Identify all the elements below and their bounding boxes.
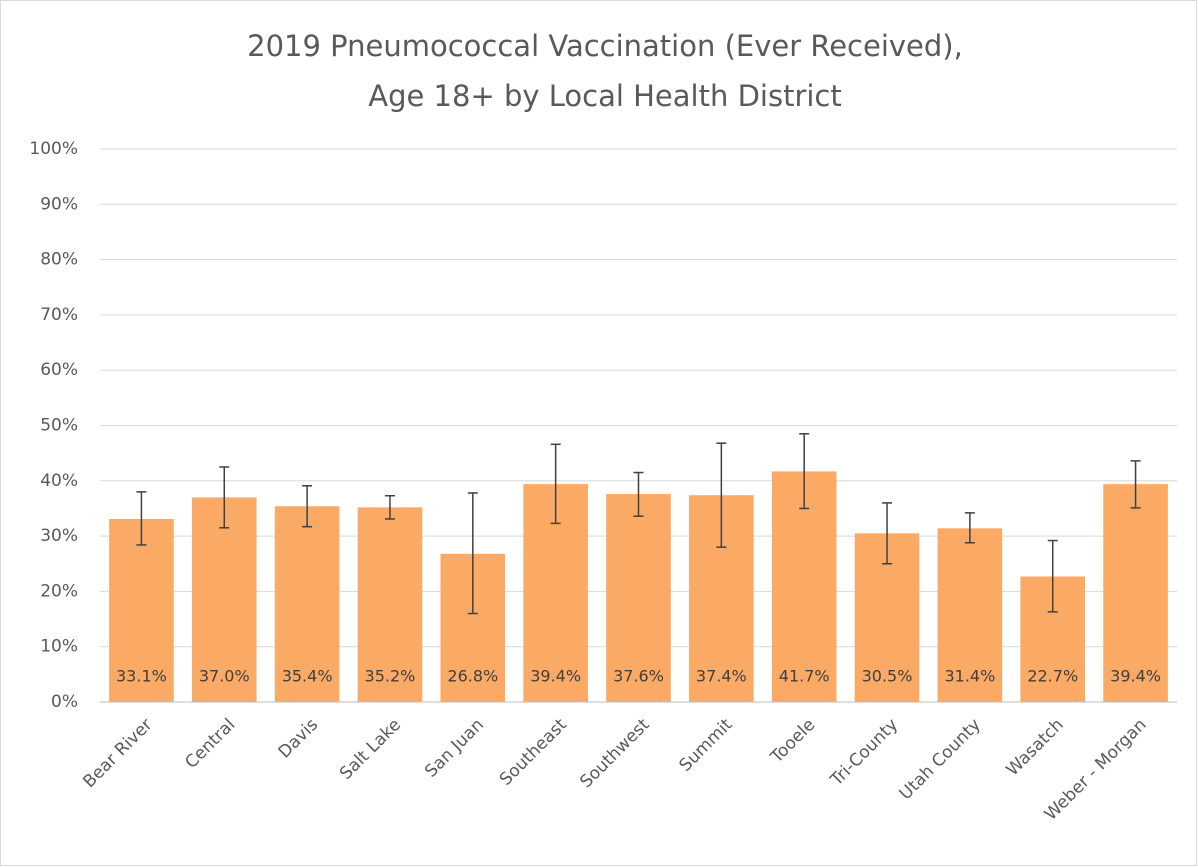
data-label: 41.7% <box>779 667 830 686</box>
bar <box>109 518 174 702</box>
error-bar <box>716 442 727 548</box>
y-tick-label: 80% <box>40 250 78 270</box>
data-label: 22.7% <box>1027 667 1078 686</box>
error-bar <box>550 443 561 525</box>
y-tick-label: 40% <box>40 471 78 491</box>
chart-title: 2019 Pneumococcal Vaccination (Ever Rece… <box>247 29 963 63</box>
error-bar <box>302 485 313 528</box>
y-tick-label: 0% <box>51 692 78 712</box>
y-tick-label: 70% <box>40 305 78 325</box>
data-label: 33.1% <box>116 667 167 686</box>
error-bar <box>964 512 975 544</box>
bar <box>1103 484 1168 702</box>
bar <box>771 471 837 702</box>
error-bar <box>633 471 644 517</box>
data-label: 39.4% <box>1110 667 1161 686</box>
error-bar <box>136 491 147 546</box>
bar <box>191 497 257 702</box>
data-label: 35.2% <box>365 667 416 686</box>
data-label: 35.4% <box>282 667 333 686</box>
data-label: 37.4% <box>696 667 747 686</box>
y-tick-label: 50% <box>40 416 78 436</box>
error-bar <box>384 494 395 520</box>
y-tick-label: 60% <box>40 360 78 380</box>
bar <box>606 494 671 702</box>
data-label: 37.6% <box>613 667 664 686</box>
y-tick-label: 20% <box>40 581 78 601</box>
bar <box>937 528 1003 702</box>
data-label: 26.8% <box>447 667 498 686</box>
error-bar <box>799 433 810 510</box>
error-bar <box>882 502 893 565</box>
y-tick-label: 90% <box>40 194 78 214</box>
bar <box>357 507 423 702</box>
y-tick-label: 100% <box>29 139 78 159</box>
data-label: 30.5% <box>862 667 913 686</box>
data-label: 39.4% <box>530 667 581 686</box>
data-label: 31.4% <box>944 667 995 686</box>
error-bar <box>467 492 478 615</box>
data-label: 37.0% <box>199 667 250 686</box>
error-bar <box>1047 539 1058 613</box>
error-bar <box>1130 460 1141 509</box>
y-tick-label: 10% <box>40 637 78 657</box>
error-bar <box>219 466 230 529</box>
chart-title: Age 18+ by Local Health District <box>368 79 842 113</box>
y-tick-label: 30% <box>40 526 78 546</box>
bar <box>274 506 340 702</box>
